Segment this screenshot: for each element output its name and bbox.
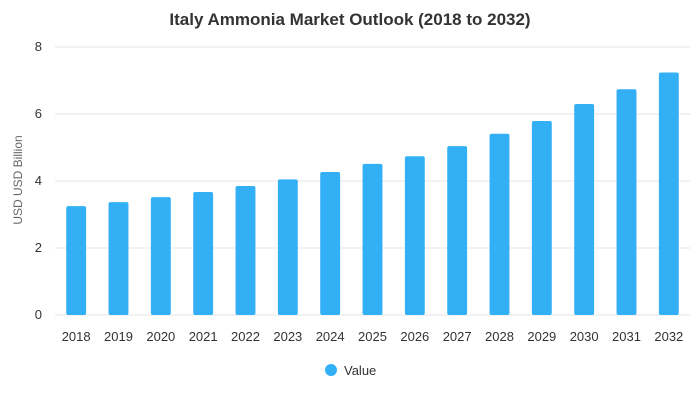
bar-2020[interactable]	[150, 197, 171, 315]
bar-2027[interactable]	[447, 146, 468, 315]
y-tick-label: 8	[35, 39, 42, 54]
x-tick-label: 2029	[527, 329, 556, 344]
bar-2018[interactable]	[66, 206, 87, 315]
x-tick-label: 2019	[104, 329, 133, 344]
bar-2030[interactable]	[574, 103, 595, 315]
x-tick-label: 2024	[316, 329, 345, 344]
x-tick-label: 2025	[358, 329, 387, 344]
y-tick-label: 6	[35, 106, 42, 121]
bar-2021[interactable]	[193, 192, 214, 315]
x-tick-label: 2022	[231, 329, 260, 344]
bar-2026[interactable]	[404, 156, 425, 315]
x-tick-label: 2032	[654, 329, 683, 344]
bar-2025[interactable]	[362, 163, 383, 315]
x-tick-label: 2026	[400, 329, 429, 344]
x-tick-label: 2021	[189, 329, 218, 344]
bar-series	[66, 72, 679, 316]
legend-label[interactable]: Value	[344, 363, 376, 378]
bar-2028[interactable]	[489, 133, 510, 315]
legend[interactable]: Value	[325, 363, 376, 378]
y-tick-label: 4	[35, 173, 42, 188]
bar-2031[interactable]	[616, 89, 637, 316]
y-axis-label: USD USD Billion	[11, 135, 25, 224]
x-tick-label: 2020	[146, 329, 175, 344]
legend-marker[interactable]	[325, 364, 337, 376]
x-axis-ticks: 2018 2019 2020 2021 2022 2023 2024 2025 2026 2027…	[62, 329, 684, 344]
bar-2023[interactable]	[277, 179, 298, 315]
x-tick-label: 2018	[62, 329, 91, 344]
y-tick-label: 0	[35, 307, 42, 322]
x-tick-label: 2023	[273, 329, 302, 344]
x-tick-label: 2028	[485, 329, 514, 344]
bar-2024[interactable]	[320, 171, 341, 315]
y-tick-label: 2	[35, 240, 42, 255]
bar-2029[interactable]	[531, 121, 552, 315]
bar-2022[interactable]	[235, 186, 256, 315]
x-tick-label: 2027	[443, 329, 472, 344]
x-tick-label: 2031	[612, 329, 641, 344]
bar-2032[interactable]	[658, 72, 679, 316]
x-tick-label: 2030	[570, 329, 599, 344]
chart-title: Italy Ammonia Market Outlook (2018 to 20…	[169, 10, 530, 29]
y-axis-ticks: 0 2 4 6 8	[35, 39, 42, 322]
bar-2019[interactable]	[108, 202, 129, 315]
